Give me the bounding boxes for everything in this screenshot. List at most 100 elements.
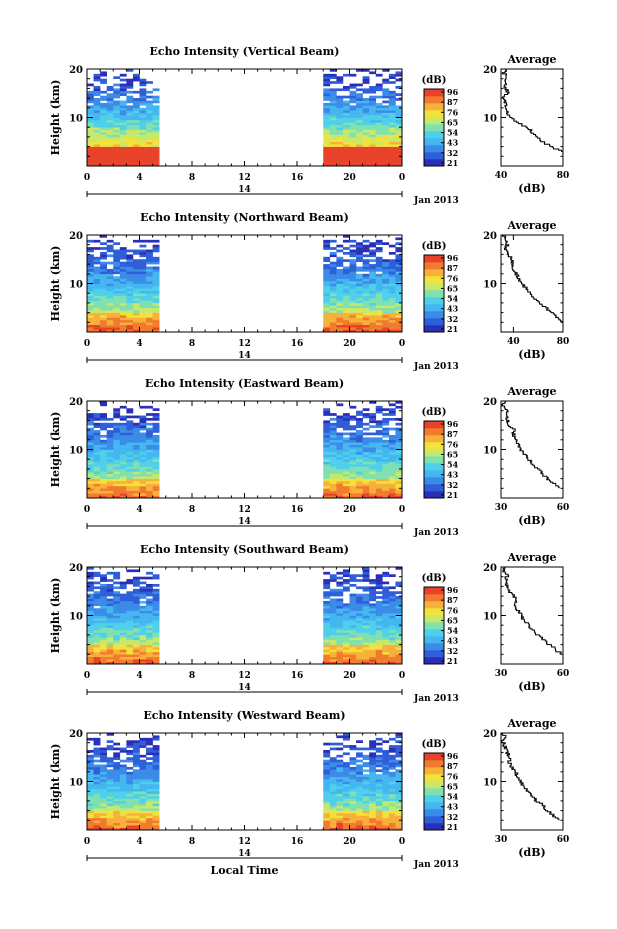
colorbar-segment bbox=[424, 622, 444, 630]
heatmap-cell bbox=[329, 129, 337, 133]
heatmap-cell bbox=[119, 644, 127, 648]
colorbar-tick-label: 32 bbox=[447, 646, 458, 656]
heatmap-cell bbox=[106, 456, 114, 460]
heatmap-cell bbox=[336, 603, 344, 607]
heatmap-cell bbox=[139, 254, 147, 258]
heatmap-cell bbox=[323, 95, 331, 99]
heatmap-cell bbox=[106, 764, 114, 768]
heatmap-cell bbox=[152, 249, 160, 253]
heatmap-cell bbox=[139, 454, 147, 458]
heatmap-cell bbox=[342, 317, 350, 321]
heatmap-cell bbox=[106, 454, 114, 458]
heatmap-cell bbox=[87, 93, 94, 96]
heatmap-cell bbox=[93, 774, 101, 777]
heatmap-cell bbox=[329, 327, 337, 330]
heatmap-cell bbox=[146, 405, 153, 409]
heatmap-cell bbox=[126, 639, 134, 643]
heatmap-cell bbox=[349, 259, 357, 262]
heatmap-cell bbox=[113, 576, 121, 580]
heatmap-cell bbox=[132, 569, 140, 573]
heatmap-cell bbox=[139, 617, 147, 621]
heatmap-cell bbox=[382, 464, 390, 467]
heatmap-cell bbox=[132, 591, 140, 594]
heatmap-cell bbox=[93, 637, 101, 641]
heatmap-cell bbox=[349, 769, 357, 773]
colorbar-frame bbox=[423, 88, 445, 167]
heatmap-cell bbox=[356, 273, 363, 277]
heatmap-cell bbox=[132, 656, 140, 660]
heatmap-cell bbox=[132, 776, 140, 780]
heatmap-cell bbox=[362, 100, 370, 104]
heatmap-cell bbox=[395, 817, 403, 821]
heatmap-cell bbox=[369, 85, 377, 89]
heatmap-cell bbox=[342, 610, 350, 614]
heatmap-cell bbox=[369, 298, 377, 301]
heatmap-cell bbox=[106, 310, 114, 313]
heatmap-cell bbox=[100, 478, 107, 482]
heatmap-cell bbox=[362, 791, 370, 794]
heatmap-cell bbox=[349, 307, 357, 311]
heatmap-cell bbox=[323, 437, 331, 441]
heatmap-cell bbox=[369, 613, 377, 616]
heatmap-cell bbox=[349, 481, 357, 484]
heatmap-cell bbox=[388, 117, 396, 121]
heatmap-cell bbox=[106, 473, 114, 477]
heatmap-cell bbox=[336, 808, 344, 811]
heatmap-cell bbox=[369, 742, 377, 746]
heatmap-cell bbox=[100, 151, 107, 155]
heatmap-cell bbox=[323, 483, 331, 487]
heatmap-cell bbox=[395, 127, 403, 130]
heatmap-cell bbox=[382, 161, 390, 164]
heatmap-cell bbox=[349, 478, 357, 482]
heatmap-cell bbox=[395, 124, 403, 128]
heatmap-cell bbox=[87, 786, 94, 790]
heatmap-cell bbox=[336, 454, 344, 458]
heatmap-cell bbox=[152, 476, 160, 479]
heatmap-cell bbox=[342, 661, 350, 665]
heatmap-cell bbox=[139, 293, 147, 296]
heatmap-cell bbox=[146, 115, 153, 118]
heatmap-cell bbox=[100, 759, 107, 763]
heatmap-cell bbox=[329, 493, 337, 496]
heatmap-cell bbox=[139, 622, 147, 626]
heatmap-cell bbox=[139, 466, 147, 470]
heatmap-cell bbox=[382, 105, 390, 109]
heatmap-cell bbox=[126, 268, 134, 272]
heatmap-cell bbox=[382, 261, 390, 265]
heatmap-cell bbox=[152, 796, 160, 799]
heatmap-cell bbox=[113, 805, 121, 809]
heatmap-cell bbox=[323, 581, 331, 585]
heatmap-cell bbox=[139, 808, 147, 811]
heatmap-cell bbox=[146, 796, 153, 799]
heatmap-cell bbox=[362, 293, 370, 296]
heatmap-cell bbox=[87, 417, 94, 421]
heatmap-cell bbox=[323, 771, 331, 775]
heatmap-cell bbox=[106, 305, 114, 309]
heatmap-cell bbox=[106, 285, 114, 289]
heatmap-cell bbox=[356, 617, 363, 621]
heatmap-cell bbox=[395, 803, 403, 807]
heatmap-cell bbox=[126, 264, 134, 267]
heatmap-cell bbox=[323, 329, 331, 333]
x-tick-label: 16 bbox=[291, 671, 304, 681]
heatmap-cell bbox=[113, 307, 121, 311]
heatmap-cell bbox=[382, 273, 390, 277]
heatmap-cell bbox=[356, 610, 363, 614]
heatmap-cell bbox=[132, 119, 140, 123]
heatmap-cell bbox=[113, 285, 121, 289]
heatmap-cell bbox=[100, 268, 107, 272]
heatmap-cell bbox=[113, 119, 121, 123]
heatmap-cell bbox=[356, 810, 363, 814]
heatmap-cell bbox=[369, 249, 377, 253]
heatmap-cell bbox=[336, 820, 344, 824]
heatmap-cell bbox=[369, 615, 377, 619]
heatmap-cell bbox=[119, 473, 127, 477]
heatmap-cell bbox=[146, 146, 153, 150]
heatmap-cell bbox=[119, 283, 127, 287]
heatmap-cell bbox=[382, 93, 390, 96]
colorbar-segment bbox=[424, 491, 444, 499]
heatmap-cell bbox=[336, 78, 344, 82]
heatmap-cell bbox=[342, 415, 350, 419]
x-tick-label: 4 bbox=[136, 339, 142, 349]
heatmap-cell bbox=[375, 583, 383, 587]
